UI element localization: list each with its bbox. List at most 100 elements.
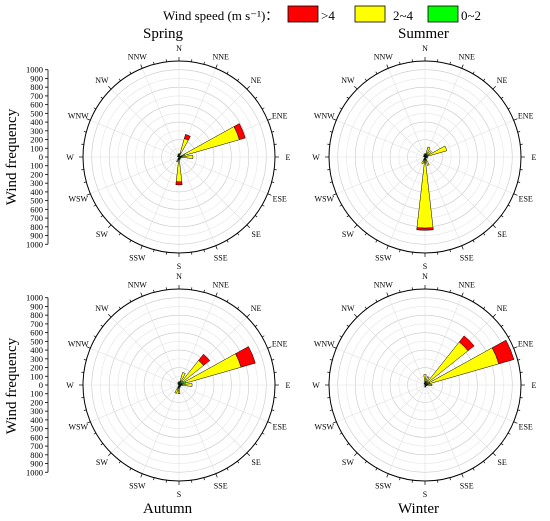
outer-tick (461, 292, 464, 297)
bar-nne-2to4 (425, 376, 430, 383)
outer-tick (364, 306, 367, 310)
direction-label-e: E (532, 153, 537, 162)
legend: Wind speed (m s⁻¹)： >4 2~4 0~2 (163, 5, 481, 23)
radial-tick-label: 300 (30, 178, 43, 188)
radial-tick-label: 100 (30, 389, 43, 399)
outer-tick (332, 193, 337, 196)
outer-tick (267, 421, 272, 424)
radial-tick-label: 500 (30, 196, 43, 206)
direction-label-ssw: SSW (129, 482, 146, 491)
direction-label-wsw: WSW (315, 195, 335, 204)
bar-ene-gt4 (235, 346, 256, 368)
outer-tick (513, 118, 518, 121)
bar-ese-0to2 (424, 384, 427, 387)
radial-tick-label: 700 (30, 91, 43, 101)
outer-tick (237, 460, 240, 464)
radial-tick-label: 800 (30, 450, 43, 460)
bar-n-0to2 (178, 381, 180, 386)
outer-tick (83, 131, 87, 133)
grid-spoke (336, 119, 426, 158)
grid-spoke (90, 347, 180, 386)
direction-label-n: N (176, 272, 182, 281)
outer-tick (449, 61, 451, 65)
outer-tick (517, 409, 521, 411)
direction-label-n: N (422, 44, 428, 53)
outer-tick (375, 467, 378, 471)
outer-tick (375, 71, 378, 75)
outer-tick (261, 335, 265, 338)
outer-tick (83, 181, 87, 183)
outer-tick (203, 477, 205, 481)
radial-tick-label: 1000 (26, 65, 43, 75)
outer-tick (93, 432, 97, 435)
outer-tick (226, 467, 229, 471)
outer-tick (86, 421, 91, 424)
radial-tick-label: 400 (30, 117, 43, 127)
radial-tick-label: 600 (30, 100, 43, 110)
wind-rose-autumn: N NNE NE ENE E ESE SE SSE S SSW SW WSW W WNW NW NNW 1000… (26, 272, 291, 499)
direction-label-w: W (312, 153, 320, 162)
outer-tick (271, 131, 275, 133)
grid-spoke (141, 68, 180, 158)
radial-tick-label: 100 (30, 161, 43, 171)
outer-tick (332, 118, 337, 121)
outer-tick (472, 71, 475, 75)
outer-tick (254, 443, 258, 446)
radial-tick-label: 900 (30, 459, 43, 469)
outer-tick (215, 473, 218, 478)
outer-tick (332, 346, 337, 349)
direction-label-se: SE (251, 230, 260, 239)
outer-tick (140, 64, 143, 69)
radial-tick-label: 700 (30, 319, 43, 329)
outer-tick (483, 306, 486, 310)
outer-tick (513, 346, 518, 349)
outer-tick (346, 443, 350, 446)
outer-tick (108, 224, 112, 228)
outer-tick (108, 86, 112, 90)
direction-label-s: S (423, 262, 427, 271)
outer-tick (346, 96, 350, 99)
outer-tick (492, 224, 496, 228)
bar-nne-2to4 (179, 138, 189, 154)
direction-label-ssw: SSW (375, 482, 392, 491)
outer-tick (364, 78, 367, 82)
bar-ese-0to2 (424, 156, 428, 159)
legend-title: Wind speed (m s⁻¹)： (163, 8, 278, 23)
bar-ssw-2to4 (176, 158, 179, 163)
grid-spoke (110, 316, 180, 386)
outer-tick (129, 467, 132, 471)
grid-spoke (424, 68, 463, 158)
grid-spoke (424, 384, 514, 423)
outer-tick (203, 249, 205, 253)
outer-tick (507, 335, 511, 338)
legend-label-2to4: 2~4 (393, 8, 414, 23)
radial-tick-label: 700 (30, 441, 43, 451)
outer-tick (118, 306, 121, 310)
radial-tick-label: 0 (39, 152, 43, 162)
grid-spoke (356, 156, 426, 226)
outer-tick (86, 193, 91, 196)
panel-title-spring: Spring (143, 26, 184, 42)
outer-tick (500, 215, 504, 218)
outer-tick (140, 473, 143, 478)
bar-ene-gt4 (233, 123, 246, 140)
grid-spoke (110, 156, 180, 226)
grid-spoke (110, 384, 180, 454)
outer-tick (83, 359, 87, 361)
outer-tick (261, 432, 265, 435)
outer-tick (513, 193, 518, 196)
direction-label-s: S (177, 262, 181, 271)
direction-label-se: SE (497, 230, 506, 239)
direction-label-wnw: WNW (314, 339, 335, 348)
outer-tick (329, 359, 333, 361)
bar-e-2to4 (427, 383, 433, 387)
outer-tick (129, 299, 132, 303)
outer-tick (108, 314, 112, 318)
outer-tick (271, 409, 275, 411)
legend-swatch-2to4 (354, 5, 386, 23)
direction-label-e: E (286, 153, 291, 162)
outer-tick (237, 232, 240, 236)
direction-label-nw: NW (95, 304, 109, 313)
grid-spoke (424, 384, 494, 454)
outer-tick (386, 292, 389, 297)
